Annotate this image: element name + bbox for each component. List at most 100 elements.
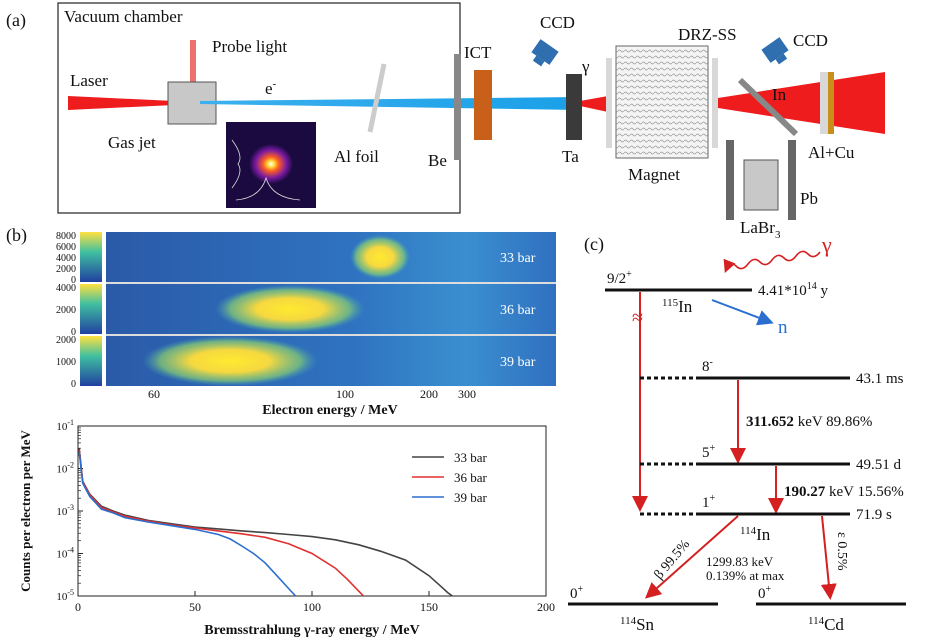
- al-cu-label: Al+Cu: [808, 143, 855, 162]
- spectrum-ytick: 0: [71, 379, 76, 390]
- gas-jet-label: Gas jet: [108, 133, 156, 152]
- profile-trace-y: [231, 139, 241, 189]
- spectrum-ytick: 1000: [56, 357, 76, 368]
- series-line: [78, 449, 365, 597]
- panel-label-b: (b): [6, 225, 27, 246]
- be-label: Be: [428, 151, 447, 170]
- legend-label: 33 bar: [454, 450, 488, 465]
- ta-converter: [566, 74, 582, 140]
- ec-decay-arrow: [820, 515, 837, 600]
- laser-beam: [68, 96, 195, 110]
- electron-spot: [249, 144, 293, 184]
- be-window: [454, 54, 461, 160]
- chart-xtick: 0: [75, 600, 81, 614]
- pb-shield-left: [726, 140, 734, 220]
- chart-xlabel: Bremsstrahlung γ-ray energy / MeV: [204, 623, 419, 638]
- incoming-gamma-arrow: [723, 250, 821, 273]
- panel-c: (c) γ 9/2+ 115In 4.41*1014 y n ≈ 8- 43.1…: [568, 232, 906, 634]
- beta-label: β 99.5%: [652, 537, 694, 583]
- ccd-camera-1: [531, 39, 559, 67]
- chart-ylabel: Counts per electron per MeV: [18, 430, 33, 592]
- al-filter: [820, 72, 828, 134]
- drz-ss-label: DRZ-SS: [678, 25, 737, 44]
- cd114-label: 114Cd: [808, 615, 844, 634]
- in115-half-life: 4.41*1014 y: [758, 281, 829, 299]
- pb-label: Pb: [800, 189, 818, 208]
- series-line: [78, 448, 453, 597]
- spectrum-ytick: 0: [71, 327, 76, 338]
- gamma-beam-1: [580, 96, 608, 112]
- spectrum-ytick: 4000: [56, 283, 76, 294]
- spectrum-ytick: 2000: [56, 335, 76, 346]
- level-1-half-life: 71.9 s: [856, 507, 892, 523]
- ccd-1-label: CCD: [540, 13, 575, 32]
- chart-xtick: 150: [420, 600, 438, 614]
- ccd-2-label: CCD: [793, 31, 828, 50]
- labr3-detector: [743, 159, 779, 211]
- magnet-pole-right: [712, 58, 718, 148]
- spectra-xtick: 200: [420, 387, 438, 401]
- vacuum-chamber-label: Vacuum chamber: [64, 7, 183, 26]
- cu-filter: [828, 72, 834, 134]
- in115-label: 115In: [662, 297, 693, 316]
- ccd-camera-2: [761, 37, 789, 65]
- level-8-half-life: 43.1 ms: [856, 371, 904, 387]
- level-8-spin: 8-: [702, 357, 713, 375]
- beta-fraction: 0.139% at max: [706, 568, 785, 583]
- magnet-label: Magnet: [628, 165, 680, 184]
- ict-label: ICT: [464, 43, 492, 62]
- ict: [474, 70, 492, 140]
- spectra-xtick: 300: [458, 387, 476, 401]
- axis-break: ≈: [632, 307, 643, 329]
- spectrum-ytick: 8000: [56, 231, 76, 242]
- gamma-beam-2: [718, 72, 885, 134]
- al-foil: [367, 63, 387, 133]
- bremsstrahlung-chart: 0 50 100 150 200 10-1 10-2 10-3 10-4 10-5 33 bar 3…: [18, 418, 555, 638]
- in114-label: 114In: [740, 525, 771, 544]
- electron-beam: [200, 97, 580, 110]
- neutron-label: n: [778, 317, 788, 338]
- profile-trace-x: [235, 176, 301, 201]
- spectrum-row-label: 33 bar: [500, 251, 536, 266]
- spectrum-row-label: 36 bar: [500, 303, 536, 318]
- cd114-spin: 0+: [758, 584, 772, 602]
- transition-311-label: 311.652 keV 89.86%: [746, 414, 872, 430]
- chart-ytick: 10-4: [56, 546, 74, 561]
- in-target: [737, 77, 799, 137]
- neutron-arrow: [711, 299, 774, 326]
- panel-a: (a) Vacuum chamber Laser Probe light Gas…: [6, 2, 885, 241]
- chart-ytick: 10-3: [56, 503, 74, 518]
- legend-label: 39 bar: [454, 490, 488, 505]
- spectra-xlabel: Electron energy / MeV: [262, 403, 397, 418]
- ec-label: ε 0.5%: [834, 532, 849, 571]
- sn114-label: 114Sn: [620, 615, 655, 634]
- level-5-spin: 5+: [702, 443, 716, 461]
- pb-shield-right: [788, 140, 796, 220]
- in-label: In: [772, 85, 787, 104]
- chart-xtick: 200: [537, 600, 555, 614]
- laser-label: Laser: [70, 71, 108, 90]
- spectrum-ytick: 2000: [56, 264, 76, 275]
- legend-label: 36 bar: [454, 470, 488, 485]
- probe-light-beam: [190, 40, 196, 84]
- spectrum-ytick: 4000: [56, 253, 76, 264]
- series-line: [78, 451, 297, 597]
- spectrum-ytick: 2000: [56, 305, 76, 316]
- panel-label-a: (a): [6, 10, 26, 31]
- chart-ytick: 10-2: [56, 461, 74, 476]
- in115-spin: 9/2+: [607, 269, 632, 287]
- colorbar-39: [80, 336, 102, 386]
- spectrum-peak-36: [215, 285, 365, 333]
- beta-decay-arrow: [645, 515, 739, 599]
- ta-label: Ta: [562, 147, 579, 166]
- spectrum-peak-33: [350, 235, 410, 279]
- spectrum-ytick: 0: [71, 275, 76, 286]
- incoming-gamma-label: γ: [821, 232, 832, 257]
- electron-label: e-: [265, 78, 277, 98]
- level-1-spin: 1+: [702, 493, 716, 511]
- probe-light-label: Probe light: [212, 37, 287, 56]
- sn114-spin: 0+: [570, 584, 584, 602]
